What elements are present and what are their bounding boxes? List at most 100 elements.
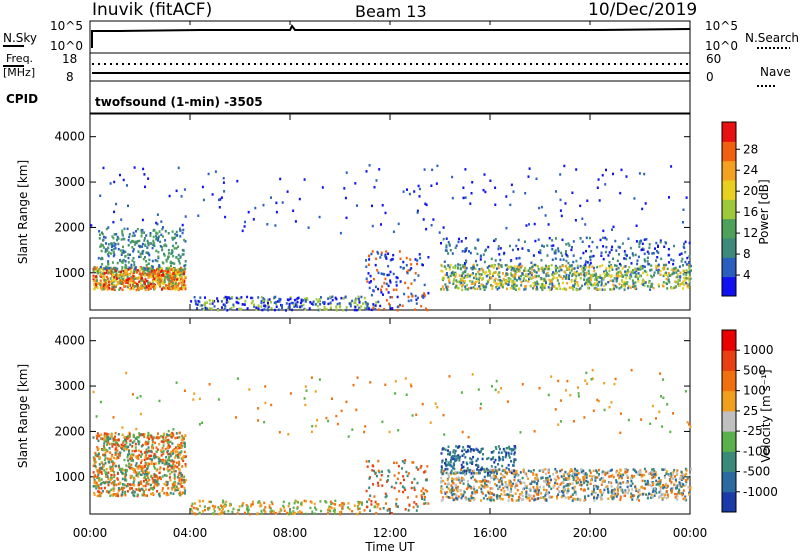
echo-cell <box>112 254 115 258</box>
echo-cell <box>486 266 489 269</box>
echo-cell <box>177 286 180 289</box>
echo-cell <box>163 468 165 471</box>
echo-cell <box>214 170 217 173</box>
echo-cell <box>163 244 166 247</box>
echo-cell <box>626 269 629 272</box>
echo-cell <box>426 465 429 468</box>
echo-cell <box>684 484 687 487</box>
echo-cell <box>594 272 597 276</box>
echo-cell <box>105 468 108 471</box>
nsearch-label: N.Search <box>745 31 799 45</box>
echo-cell <box>219 511 222 515</box>
echo-cell <box>198 499 201 503</box>
nave-tick-bottom: 0 <box>706 70 714 84</box>
echo-cell <box>132 256 135 260</box>
echo-cell <box>399 481 402 485</box>
echo-cell <box>635 240 638 243</box>
echo-cell <box>538 491 541 494</box>
echo-cell <box>600 251 603 254</box>
echo-cell <box>381 204 384 207</box>
echo-cell <box>368 281 371 284</box>
echo-cell <box>115 439 118 442</box>
echo-cell <box>93 476 96 479</box>
echo-cell <box>497 272 500 276</box>
echo-cell <box>624 489 627 492</box>
echo-cell <box>624 273 627 277</box>
echo-cell <box>669 274 672 277</box>
echo-cell <box>450 271 453 275</box>
echo-cell <box>637 280 640 283</box>
echo-cell <box>493 239 496 243</box>
echo-cell <box>630 262 633 265</box>
echo-cell <box>572 284 575 288</box>
echo-cell <box>534 263 537 267</box>
echo-cell <box>604 282 607 286</box>
colorbar-segment <box>722 180 736 200</box>
echo-cell <box>152 493 155 496</box>
echo-cell <box>105 438 108 441</box>
echo-cell <box>532 282 535 285</box>
echo-cell <box>300 298 303 302</box>
echo-cell <box>153 453 156 456</box>
echo-cell <box>494 281 497 285</box>
echo-cell <box>178 268 181 271</box>
echo-cell <box>347 506 350 509</box>
echo-cell <box>571 246 573 249</box>
echo-cell <box>138 440 141 443</box>
echo-cell <box>495 286 498 289</box>
echo-cell <box>440 264 443 268</box>
echo-cell <box>214 505 217 508</box>
echo-cell <box>158 282 161 286</box>
echo-cell <box>676 280 679 284</box>
echo-cell <box>561 480 564 484</box>
echo-cell <box>162 226 164 229</box>
echo-cell <box>471 475 474 478</box>
echo-cell <box>135 471 138 474</box>
echo-cell <box>105 275 108 279</box>
echo-cell <box>559 266 562 270</box>
echo-cell <box>138 276 141 279</box>
echo-cell <box>641 479 644 483</box>
echo-cell <box>521 476 524 480</box>
echo-cell <box>106 443 108 446</box>
echo-cell <box>551 273 554 276</box>
echo-cell <box>445 285 448 289</box>
echo-cell <box>218 206 221 209</box>
echo-cell <box>237 301 240 305</box>
echo-cell <box>184 263 187 267</box>
echo-cell <box>170 436 173 439</box>
echo-cell <box>593 269 596 273</box>
echo-cell <box>111 235 114 238</box>
echo-cell <box>133 479 136 482</box>
echo-cell <box>103 446 106 449</box>
echo-cell <box>463 490 466 494</box>
echo-cell <box>124 279 127 282</box>
echo-cell <box>483 475 486 479</box>
echo-cell <box>416 481 419 485</box>
echo-cell <box>626 491 629 495</box>
echo-cell <box>345 171 348 174</box>
echo-cell <box>114 247 117 250</box>
echo-cell <box>179 451 182 455</box>
y-tick-label: 2000 <box>54 220 85 234</box>
echo-cell <box>206 507 209 510</box>
echo-cell <box>379 256 382 259</box>
echo-cell <box>134 446 137 449</box>
echo-cell <box>538 469 541 472</box>
echo-cell <box>610 264 613 267</box>
echo-cell <box>689 488 691 492</box>
echo-cell <box>105 227 108 231</box>
echo-cell <box>127 244 130 247</box>
echo-cell <box>140 450 143 454</box>
echo-cell <box>165 460 168 463</box>
echo-cell <box>573 273 576 276</box>
echo-cell <box>232 305 235 308</box>
echo-cell <box>582 270 585 273</box>
echo-cell <box>488 264 491 268</box>
echo-cell <box>605 168 607 172</box>
echo-cell <box>273 301 276 305</box>
echo-cell <box>470 487 473 490</box>
echo-cell <box>511 469 514 472</box>
echo-cell <box>180 481 183 484</box>
echo-cell <box>633 271 636 274</box>
